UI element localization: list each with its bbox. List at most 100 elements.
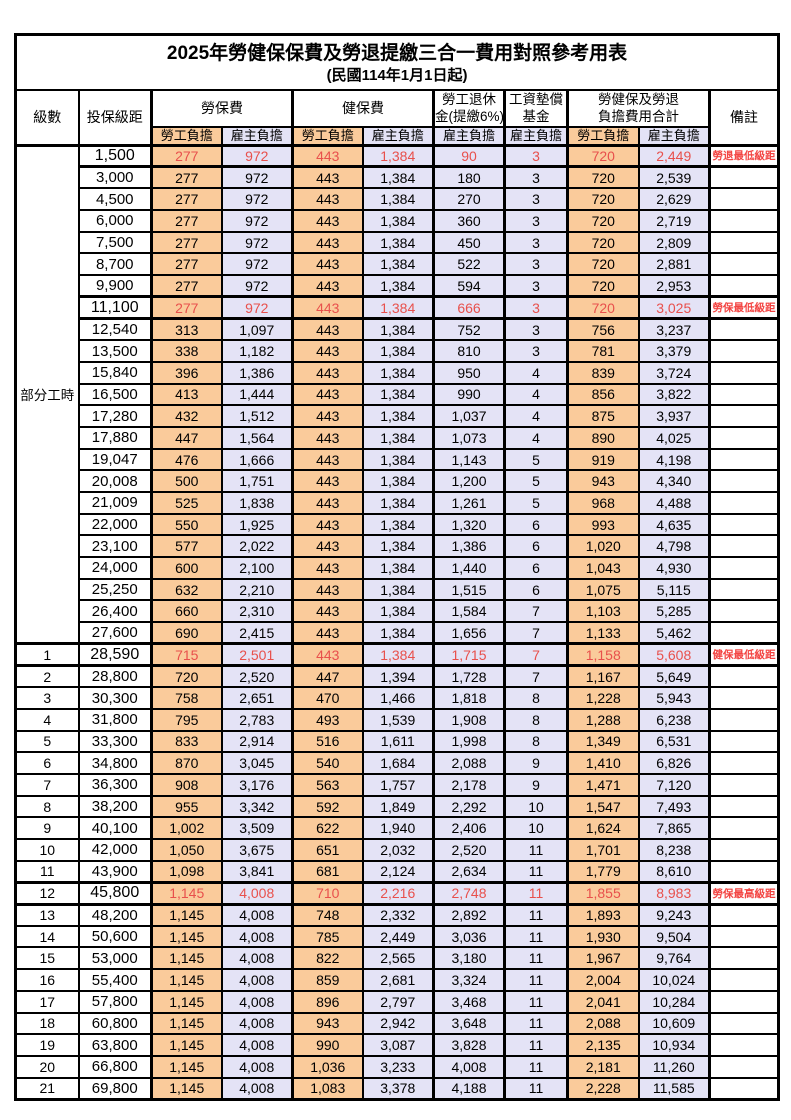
total-employer-cell: 8,610 [637, 859, 711, 884]
bracket-cell: 4,500 [77, 187, 153, 212]
col-header-labor-insurance: 勞保費 [150, 89, 294, 128]
bracket-cell: 21,009 [77, 491, 153, 515]
total-employer-cell: 5,649 [637, 664, 711, 689]
total-employee-cell: 2,041 [566, 989, 640, 1014]
labor-employee-cell: 720 [150, 664, 223, 689]
level-cell: 10 [14, 838, 80, 862]
remark-cell [707, 382, 780, 407]
total-employer-cell: 7,493 [637, 794, 711, 819]
wage-fund-employer-cell: 6 [503, 534, 569, 559]
wage-fund-employer-cell: 11 [503, 1076, 569, 1101]
pension-employer-cell: 1,584 [432, 599, 506, 624]
table-row: 18 60,800 1,145 4,008 943 2,942 3,648 11 2,088 10… [14, 1011, 780, 1036]
table-row: 21 69,800 1,145 4,008 1,083 3,378 4,188 11 2,228… [14, 1076, 780, 1101]
table-row: 17 57,800 1,145 4,008 896 2,797 3,468 11 2,041 10… [14, 989, 780, 1014]
remark-cell [707, 1033, 780, 1057]
total-employee-cell: 1,967 [566, 946, 640, 971]
wage-fund-employer-cell: 11 [503, 946, 569, 971]
total-employer-cell: 2,449 [637, 143, 711, 169]
bracket-cell: 23,100 [77, 534, 153, 559]
table-row: 26,400 660 2,310 443 1,384 1,584 7 1,103 5,285 [16, 599, 780, 624]
wage-fund-employer-cell: 11 [503, 924, 569, 949]
table-row: 21,009 525 1,838 443 1,384 1,261 5 968 4,488 [16, 491, 780, 515]
remark-cell [707, 599, 780, 624]
remark-cell [707, 707, 780, 732]
labor-employee-cell: 690 [150, 621, 223, 645]
wage-fund-employer-cell: 6 [503, 512, 569, 537]
pension-employer-cell: 3,036 [432, 924, 506, 949]
health-employee-cell: 443 [291, 209, 364, 233]
labor-employee-cell: 715 [150, 642, 223, 668]
labor-employer-cell: 4,008 [220, 968, 294, 992]
table-row: 17,880 447 1,564 443 1,384 1,073 4 890 4,025 [16, 425, 780, 450]
health-employee-cell: 443 [291, 360, 364, 385]
health-employer-cell: 1,384 [361, 621, 435, 645]
labor-employee-cell: 1,145 [150, 989, 223, 1014]
bracket-cell: 7,500 [77, 230, 153, 255]
health-employer-cell: 1,940 [361, 816, 435, 841]
health-employer-cell: 1,384 [361, 534, 435, 559]
total-employee-cell: 720 [566, 165, 640, 190]
health-employer-cell: 1,611 [361, 729, 435, 754]
bracket-cell: 9,900 [77, 274, 153, 298]
labor-employer-cell: 4,008 [220, 989, 294, 1014]
bracket-cell: 11,100 [77, 295, 153, 321]
health-employer-cell: 1,384 [361, 382, 435, 407]
wage-fund-employer-cell: 6 [503, 556, 569, 580]
total-employee-cell: 1,855 [566, 880, 640, 906]
health-employer-cell: 1,384 [361, 556, 435, 580]
health-employee-cell: 443 [291, 165, 364, 190]
labor-employee-cell: 277 [150, 187, 223, 212]
remark-cell [707, 989, 780, 1014]
total-employer-cell: 2,629 [637, 187, 711, 212]
health-employee-cell: 540 [291, 751, 364, 775]
health-employer-cell: 1,466 [361, 686, 435, 710]
remark-cell: 健保最低級距 [707, 642, 780, 668]
remark-cell [707, 252, 780, 277]
labor-employee-cell: 660 [150, 599, 223, 624]
wage-fund-employer-cell: 4 [503, 360, 569, 385]
table-row: 20 66,800 1,145 4,008 1,036 3,233 4,008 11 2,181… [14, 1054, 780, 1079]
labor-employee-cell: 1,145 [150, 1076, 223, 1101]
health-employee-cell: 651 [291, 838, 364, 862]
health-employer-cell: 1,384 [361, 577, 435, 602]
total-employee-cell: 781 [566, 339, 640, 363]
total-employer-cell: 11,585 [637, 1076, 711, 1101]
labor-employer-cell: 1,666 [220, 447, 294, 472]
bracket-cell: 15,840 [77, 360, 153, 385]
remark-cell [707, 621, 780, 645]
health-employee-header: 勞工負擔 [291, 125, 364, 147]
total-employer-cell: 4,798 [637, 534, 711, 559]
total-employer-cell: 8,983 [637, 880, 711, 906]
bracket-cell: 20,008 [77, 469, 153, 494]
level-cell: 21 [14, 1076, 80, 1101]
labor-employer-cell: 4,008 [220, 1076, 294, 1101]
wage-fund-employer-cell: 5 [503, 469, 569, 494]
labor-employer-cell: 3,841 [220, 859, 294, 884]
total-employer-cell: 10,934 [637, 1033, 711, 1057]
health-employer-cell: 1,384 [361, 339, 435, 363]
pension-employer-cell: 3,828 [432, 1033, 506, 1057]
labor-employee-cell: 277 [150, 230, 223, 255]
table-row: 22,000 550 1,925 443 1,384 1,320 6 993 4,635 [16, 512, 780, 537]
bracket-cell: 25,250 [77, 577, 153, 602]
health-employee-cell: 592 [291, 794, 364, 819]
pension-employer-cell: 1,998 [432, 729, 506, 754]
bracket-cell: 42,000 [77, 838, 153, 862]
total-employee-cell: 2,181 [566, 1054, 640, 1079]
health-employee-cell: 990 [291, 1033, 364, 1057]
labor-employer-cell: 972 [220, 209, 294, 233]
total-employer-cell: 2,881 [637, 252, 711, 277]
health-employee-cell: 443 [291, 469, 364, 494]
health-employer-cell: 1,384 [361, 187, 435, 212]
labor-employee-cell: 632 [150, 577, 223, 602]
col-header-level: 級數 [14, 88, 80, 147]
labor-employer-cell: 1,386 [220, 360, 294, 385]
bracket-cell: 3,000 [77, 165, 153, 190]
total-employee-cell: 720 [566, 209, 640, 233]
health-employer-cell: 1,384 [361, 469, 435, 494]
total-employee-cell: 1,103 [566, 599, 640, 624]
health-employer-cell: 1,384 [361, 252, 435, 277]
total-employer-header: 雇主負擔 [637, 125, 711, 147]
